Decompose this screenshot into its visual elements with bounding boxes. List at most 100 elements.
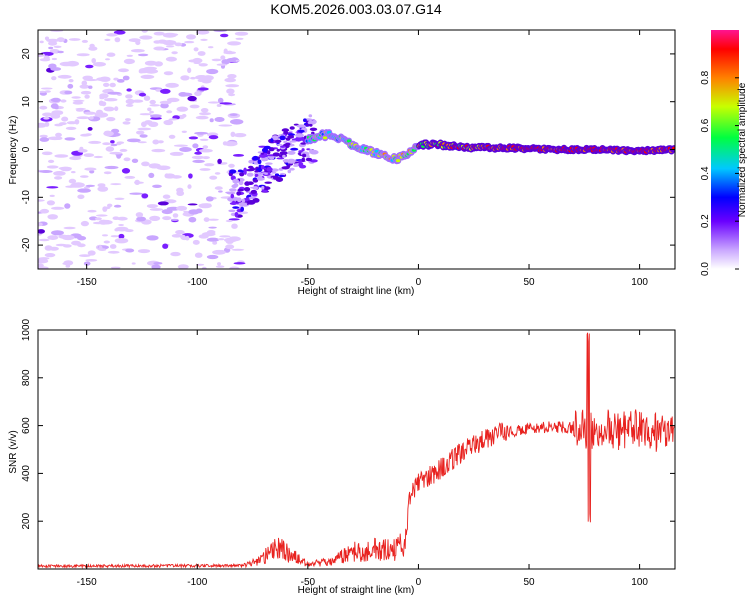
- noise-blob: [39, 90, 46, 93]
- noise-blob: [61, 116, 69, 122]
- noise-blob: [149, 99, 156, 105]
- noise-blob: [60, 99, 67, 103]
- transition-blob: [252, 186, 259, 190]
- noise-blob: [51, 206, 65, 210]
- transition-blob: [261, 156, 267, 162]
- noise-blob: [205, 196, 214, 202]
- noise-blob: [61, 234, 75, 241]
- noise-blob: [203, 217, 210, 223]
- noise-blob: [54, 136, 63, 140]
- noise-blob: [54, 154, 69, 158]
- noise-blob: [153, 40, 161, 44]
- noise-blob: [168, 134, 176, 139]
- noise-blob: [80, 90, 92, 95]
- y-tick-label: 600: [21, 417, 32, 434]
- noise-blob: [68, 38, 81, 41]
- transition-blob: [298, 150, 303, 153]
- noise-blob: [137, 141, 147, 144]
- noise-blob: [43, 116, 50, 120]
- noise-blob: [101, 234, 109, 237]
- transition-blob: [237, 169, 243, 173]
- transition-blob: [283, 140, 288, 144]
- noise-blob: [71, 182, 85, 188]
- noise-blob: [148, 172, 155, 178]
- noise-blob: [107, 203, 113, 208]
- noise-blob: [235, 37, 244, 40]
- transition-blob: [281, 166, 290, 170]
- transition-blob: [309, 127, 318, 131]
- noise-blob: [39, 170, 53, 173]
- noise-blob: [141, 30, 148, 33]
- noise-blob: [51, 57, 58, 61]
- noise-blob: [110, 140, 115, 144]
- noise-blob: [49, 194, 55, 197]
- noise-blob: [84, 167, 97, 171]
- transition-blob: [234, 179, 239, 183]
- transition-blob: [264, 149, 268, 154]
- noise-blob: [46, 38, 59, 43]
- noise-blob: [85, 259, 98, 262]
- noise-blob: [166, 110, 173, 114]
- noise-blob: [153, 46, 166, 51]
- noise-blob: [195, 75, 208, 80]
- transition-blob: [276, 148, 280, 152]
- noise-blob: [220, 33, 229, 38]
- noise-blob: [192, 57, 203, 64]
- y-tick-label: 400: [21, 465, 32, 482]
- noise-blob: [199, 138, 209, 141]
- noise-blob: [193, 47, 199, 52]
- noise-blob: [81, 80, 88, 86]
- noise-blob: [59, 61, 74, 67]
- transition-blob: [282, 159, 290, 163]
- transition-blob: [241, 198, 246, 203]
- noise-blob: [190, 76, 196, 80]
- noise-blob: [110, 266, 121, 269]
- noise-blob: [160, 103, 169, 109]
- noise-blob: [227, 41, 242, 46]
- noise-blob: [207, 101, 220, 104]
- noise-blob: [188, 216, 197, 223]
- noise-blob: [137, 127, 152, 131]
- noise-blob: [103, 130, 114, 137]
- noise-blob: [157, 201, 169, 206]
- noise-blob: [192, 239, 200, 245]
- noise-blob: [201, 266, 207, 269]
- y-tick-label: 0: [21, 146, 32, 152]
- noise-blob: [71, 96, 81, 99]
- noise-blob: [77, 188, 91, 193]
- noise-blob: [79, 84, 90, 89]
- x-tick-label: -50: [301, 277, 316, 288]
- noise-blob: [83, 261, 91, 266]
- noise-blob: [188, 173, 193, 179]
- noise-blob: [206, 68, 219, 75]
- noise-blob: [80, 220, 89, 227]
- noise-blob: [225, 244, 235, 250]
- noise-blob: [133, 181, 144, 184]
- noise-blob: [197, 87, 209, 91]
- noise-blob: [38, 266, 49, 269]
- noise-blob: [187, 95, 197, 102]
- noise-blob: [81, 39, 88, 43]
- noise-blob: [215, 265, 225, 268]
- transition-blob: [289, 140, 297, 143]
- noise-blob: [96, 77, 107, 81]
- noise-blob: [83, 111, 97, 115]
- noise-blob: [199, 168, 211, 171]
- noise-blob: [229, 266, 240, 269]
- noise-blob: [67, 83, 74, 89]
- noise-blob: [77, 194, 85, 200]
- noise-blob: [77, 149, 88, 153]
- noise-blob: [233, 133, 247, 138]
- noise-blob: [166, 97, 180, 103]
- noise-blob: [123, 58, 135, 65]
- noise-blob: [113, 77, 119, 81]
- noise-blob: [103, 171, 112, 175]
- transition-blob: [246, 172, 254, 177]
- noise-blob: [227, 196, 240, 202]
- noise-blob: [199, 112, 211, 116]
- transition-blob: [309, 123, 313, 127]
- noise-blob: [131, 99, 144, 103]
- noise-blob: [202, 145, 209, 149]
- noise-blob: [214, 172, 221, 175]
- noise-blob: [162, 194, 171, 199]
